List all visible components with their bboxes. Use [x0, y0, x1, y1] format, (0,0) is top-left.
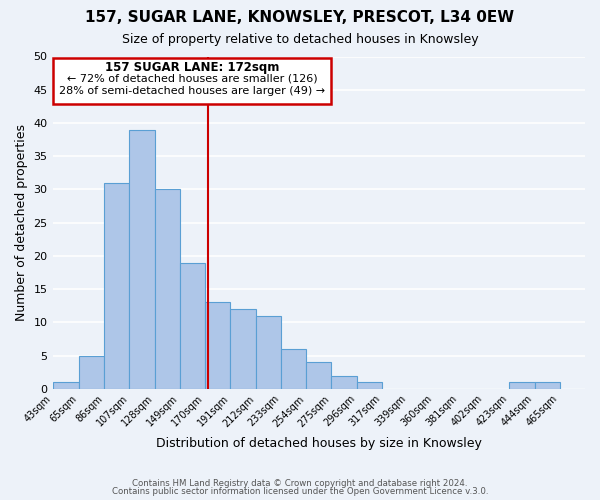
Text: 28% of semi-detached houses are larger (49) →: 28% of semi-detached houses are larger (…	[59, 86, 325, 96]
Text: Contains public sector information licensed under the Open Government Licence v.: Contains public sector information licen…	[112, 487, 488, 496]
Y-axis label: Number of detached properties: Number of detached properties	[15, 124, 28, 321]
Bar	[306, 362, 331, 389]
Bar	[155, 190, 180, 389]
Bar	[205, 302, 230, 389]
Text: ← 72% of detached houses are smaller (126): ← 72% of detached houses are smaller (12…	[67, 74, 317, 84]
Bar	[356, 382, 382, 389]
FancyBboxPatch shape	[53, 58, 331, 104]
Bar	[281, 349, 306, 389]
Bar	[53, 382, 79, 389]
Text: Contains HM Land Registry data © Crown copyright and database right 2024.: Contains HM Land Registry data © Crown c…	[132, 478, 468, 488]
Bar	[230, 309, 256, 389]
Text: 157 SUGAR LANE: 172sqm: 157 SUGAR LANE: 172sqm	[105, 61, 279, 74]
Bar	[256, 316, 281, 389]
Bar	[180, 262, 205, 389]
Text: Size of property relative to detached houses in Knowsley: Size of property relative to detached ho…	[122, 32, 478, 46]
Bar	[509, 382, 535, 389]
Bar	[535, 382, 560, 389]
Bar	[130, 130, 155, 389]
X-axis label: Distribution of detached houses by size in Knowsley: Distribution of detached houses by size …	[156, 437, 482, 450]
Bar	[79, 356, 104, 389]
Text: 157, SUGAR LANE, KNOWSLEY, PRESCOT, L34 0EW: 157, SUGAR LANE, KNOWSLEY, PRESCOT, L34 …	[85, 10, 515, 25]
Bar	[331, 376, 356, 389]
Bar	[104, 183, 130, 389]
